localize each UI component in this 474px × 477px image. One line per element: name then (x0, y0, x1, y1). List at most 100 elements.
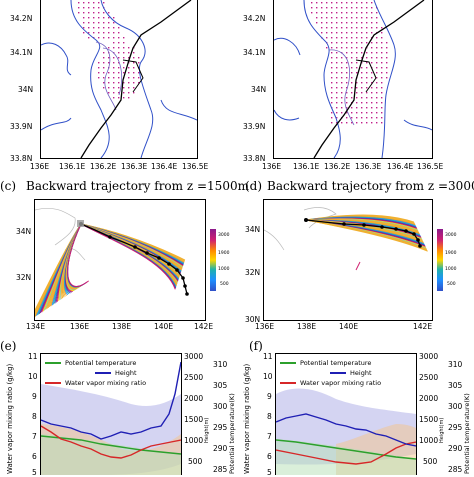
panel-e-height-tick: 3000 (184, 352, 204, 361)
legend-item: Potential temperature (45, 358, 146, 368)
panel-d-lat-tick: 32N (245, 268, 261, 277)
legend-label: Water vapor mixing ratio (300, 379, 382, 387)
panel-a-map (40, 0, 198, 159)
legend-item: Potential temperature (280, 358, 381, 368)
panel-b-lon-tick: 136.1E (293, 162, 320, 171)
panel-d-lat-tick: 34N (245, 225, 261, 234)
panel-c-lon-tick: 142E (194, 322, 214, 331)
panel-e-theta-tick: 290 (213, 444, 228, 453)
panel-a-lon-tick: 136.5E (182, 162, 209, 171)
panel-d-colorbar-tick: 1900 (445, 251, 457, 256)
legend-label: Water vapor mixing ratio (65, 379, 147, 387)
panel-c: (c) Backward trajectory from z =1500m 30… (0, 175, 249, 335)
panel-c-lon-tick: 136E (70, 322, 90, 331)
panel-c-colorbar-tick: 500 (220, 282, 229, 287)
panel-f-left-tick: 7 (267, 432, 272, 441)
panel-a-lon-tick: 136.4E (151, 162, 178, 171)
panel-c-map (34, 199, 206, 321)
panel-d-colorbar-tick: 3000 (445, 233, 457, 238)
panel-d-title: Backward trajectory from z =3000m (267, 179, 474, 193)
panel-e-theta-tick: 300 (213, 402, 228, 411)
panel-e-height-tick: 2000 (184, 394, 204, 403)
panel-e-left-axis-label: Water vapor mixing ratio (g/kg) (6, 363, 14, 474)
panel-e-left-tick: 7 (32, 432, 37, 441)
panel-a-lon-tick: 136.3E (121, 162, 148, 171)
panel-c-colorbar (210, 229, 216, 291)
panel-e-height-tick: 2500 (184, 373, 204, 382)
panel-f-theta-axis-label: Potential temperature(K) (463, 393, 471, 474)
panel-b: 34.2N 34.1N 34N 33.9N 33.8N 136E 136.1E … (237, 0, 474, 175)
panel-a-lat-tick: 34N (18, 85, 34, 94)
panel-f: (f) Potential temperature Height Water v… (237, 335, 474, 477)
panel-e-height-tick: 1000 (184, 436, 204, 445)
panel-e-height-tick: 500 (188, 457, 203, 466)
legend-label: Height (350, 369, 372, 377)
legend-item: Height (280, 368, 381, 378)
panel-f-height-tick: 3000 (419, 352, 439, 361)
panel-e-theta-tick: 305 (213, 381, 228, 390)
panel-e-series (41, 361, 181, 475)
panel-e-plot: Potential temperature Height Water vapor… (40, 353, 182, 475)
panel-f-label: (f) (249, 339, 263, 353)
panel-f-theta-tick: 290 (448, 444, 463, 453)
panel-d-trajectories (264, 207, 428, 271)
panel-b-map (273, 0, 433, 159)
panel-f-left-tick: 11 (263, 352, 273, 361)
panel-f-left-tick: 8 (267, 412, 272, 421)
panel-f-theta-tick: 310 (448, 360, 463, 369)
panel-c-colorbar-tick: 1900 (218, 251, 230, 256)
legend-label: Potential temperature (65, 359, 137, 367)
panel-e-theta-tick: 295 (213, 423, 228, 432)
panel-a-lat-tick: 33.9N (10, 122, 33, 131)
panel-d-lon-tick: 140E (339, 322, 359, 331)
legend-item: Water vapor mixing ratio (280, 378, 381, 388)
panel-a-lat-tick: 33.8N (10, 154, 33, 163)
panel-e-theta-axis-label: Potential temperature(K) (228, 393, 236, 474)
panel-d-lat-tick: 30N (245, 315, 261, 324)
panel-e-theta-tick: 285 (213, 465, 228, 474)
legend-label: Height (115, 369, 137, 377)
legend-label: Potential temperature (300, 359, 372, 367)
panel-f-height-tick: 2500 (419, 373, 439, 382)
panel-a-lon-tick: 136E (30, 162, 50, 171)
panel-d-colorbar (437, 229, 443, 291)
panel-f-height-tick: 500 (423, 457, 438, 466)
panel-a-lat-tick: 34.1N (10, 48, 33, 57)
panel-c-lon-tick: 140E (154, 322, 174, 331)
panel-b-lat-tick: 33.9N (243, 122, 266, 131)
panel-c-title: Backward trajectory from z =1500m (26, 179, 249, 193)
panel-d-lon-tick: 138E (297, 322, 317, 331)
panel-c-label: (c) (0, 179, 17, 193)
panel-a-lat-tick: 34.2N (10, 14, 33, 23)
panel-f-left-tick: 10 (263, 372, 273, 381)
panel-b-lon-tick: 136.3E (355, 162, 382, 171)
panel-d-label: (d) (245, 179, 263, 193)
panel-b-lat-tick: 34N (251, 85, 267, 94)
panel-c-lat-tick: 32N (16, 273, 32, 282)
panel-b-lon-tick: 136E (262, 162, 282, 171)
panel-a-grid-dots (78, 2, 140, 99)
panel-e-left-tick: 9 (32, 392, 37, 401)
legend-item: Height (45, 368, 146, 378)
panel-d-map (263, 199, 433, 321)
panel-e-left-tick: 5 (32, 468, 37, 477)
panel-e-left-tick: 10 (28, 372, 38, 381)
panel-e-left-tick: 11 (28, 352, 38, 361)
panel-b-lat-tick: 33.8N (243, 154, 266, 163)
panel-c-lat-tick: 34N (16, 227, 32, 236)
panel-f-theta-tick: 305 (448, 381, 463, 390)
panel-f-legend: Potential temperature Height Water vapor… (280, 358, 381, 388)
panel-a: 34.2N 34.1N 34N 33.9N 33.8N 136E 136.1E … (0, 0, 237, 175)
panel-a-lon-tick: 136.2E (90, 162, 117, 171)
panel-b-lat-tick: 34.2N (243, 14, 266, 23)
panel-f-left-tick: 5 (267, 468, 272, 477)
panel-b-contours (274, 0, 432, 158)
legend-item: Water vapor mixing ratio (45, 378, 146, 388)
panel-b-grid-dots (311, 2, 388, 124)
panel-f-height-tick: 2000 (419, 394, 439, 403)
panel-b-lon-tick: 136.4E (387, 162, 414, 171)
panel-e-left-tick: 6 (32, 452, 37, 461)
panel-f-theta-tick: 285 (448, 465, 463, 474)
panel-e-height-axis-label: Height(m) (204, 417, 210, 443)
panel-f-series (276, 388, 416, 475)
